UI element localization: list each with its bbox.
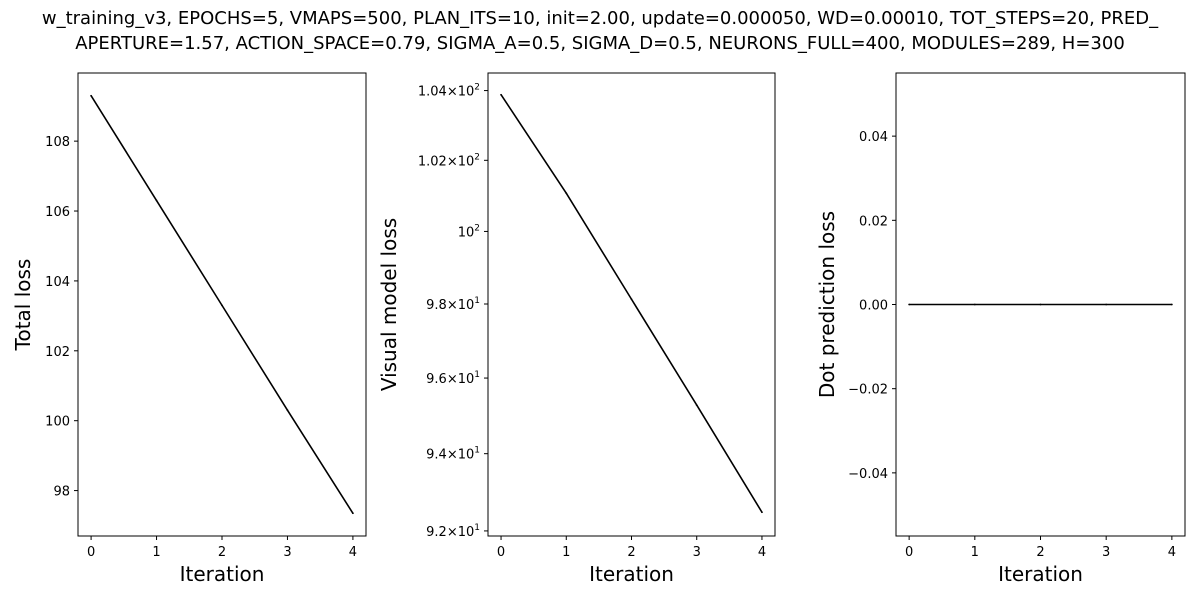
x-tick-label: 2	[218, 545, 226, 560]
data-point	[761, 511, 763, 514]
y-tick-label: 9.4×101	[426, 446, 480, 463]
y-tick-label: −0.02	[848, 383, 888, 398]
y-tick-label: 9.2×101	[426, 523, 480, 540]
data-point	[286, 409, 289, 412]
x-tick-label: 3	[693, 545, 701, 560]
plot-frame	[895, 72, 1186, 537]
data-point	[565, 192, 568, 195]
y-axis-label: Dot prediction loss	[815, 211, 839, 398]
y-tick-label: 106	[45, 205, 70, 220]
data-point	[155, 199, 158, 202]
y-tick-label: 102	[45, 345, 70, 360]
x-tick-label: 0	[87, 545, 95, 560]
subplot-3: 0 1 2 3 4 −0.04 −0.02 0.00 0.02 0.04 Iteration Dot …	[815, 72, 1186, 586]
series-line	[500, 94, 763, 513]
data-point	[1039, 303, 1042, 306]
y-tick-label: 108	[45, 135, 70, 150]
figure-title-line-2: APERTURE=1.57, ACTION_SPACE=0.79, SIGMA_…	[75, 33, 1125, 54]
x-tick-label: 3	[283, 545, 291, 560]
data-point	[90, 94, 92, 97]
data-point	[1170, 303, 1173, 306]
x-tick-label: 0	[497, 545, 505, 560]
y-tick-label: 102	[458, 223, 480, 240]
x-axis-label: Iteration	[589, 562, 674, 586]
x-tick-label: 3	[1102, 545, 1110, 560]
x-axis-label: Iteration	[998, 562, 1083, 586]
x-tick-label: 4	[758, 545, 766, 560]
y-tick-label: 1.02×102	[418, 152, 480, 169]
data-point	[221, 304, 223, 307]
plot-frame	[77, 72, 367, 537]
data-point	[500, 93, 502, 96]
data-point	[1105, 303, 1108, 306]
y-tick-label: 98	[53, 485, 70, 500]
x-tick-label: 4	[349, 545, 357, 560]
x-tick-label: 1	[152, 545, 160, 560]
data-point	[908, 303, 911, 306]
y-tick-label: −0.04	[848, 467, 888, 482]
x-tick-label: 1	[971, 545, 979, 560]
y-tick-label: 9.8×101	[426, 296, 480, 313]
data-point	[973, 303, 976, 306]
subplot-1: 0 1 2 3 4 98 100 102 104 106 108 Iteration Total los…	[11, 72, 367, 586]
y-tick-label: 9.6×101	[426, 370, 480, 387]
x-tick-label: 0	[905, 545, 913, 560]
x-tick-label: 1	[562, 545, 570, 560]
y-tick-label: 1.04×102	[418, 83, 480, 100]
y-axis-label: Total loss	[11, 259, 35, 352]
x-tick-label: 2	[1036, 545, 1044, 560]
subplot-2: 0 1 2 3 4 9.2×101 9.4×101 9.6×101 9.8×101 102 1.02…	[377, 72, 776, 586]
y-tick-label: 0.04	[859, 130, 888, 145]
x-tick-label: 2	[627, 545, 635, 560]
y-tick-label: 104	[45, 275, 70, 290]
y-tick-label: 0.00	[859, 299, 888, 314]
y-axis-label: Visual model loss	[377, 218, 401, 391]
y-tick-label: 100	[45, 415, 70, 430]
x-tick-label: 4	[1168, 545, 1176, 560]
data-point	[695, 404, 698, 406]
data-point	[630, 298, 633, 301]
y-tick-label: 0.02	[859, 214, 888, 229]
x-axis-label: Iteration	[180, 562, 265, 586]
plot-frame	[487, 72, 776, 537]
figure-title-line-1: w_training_v3, EPOCHS=5, VMAPS=500, PLAN…	[41, 8, 1159, 29]
data-point	[352, 512, 354, 515]
